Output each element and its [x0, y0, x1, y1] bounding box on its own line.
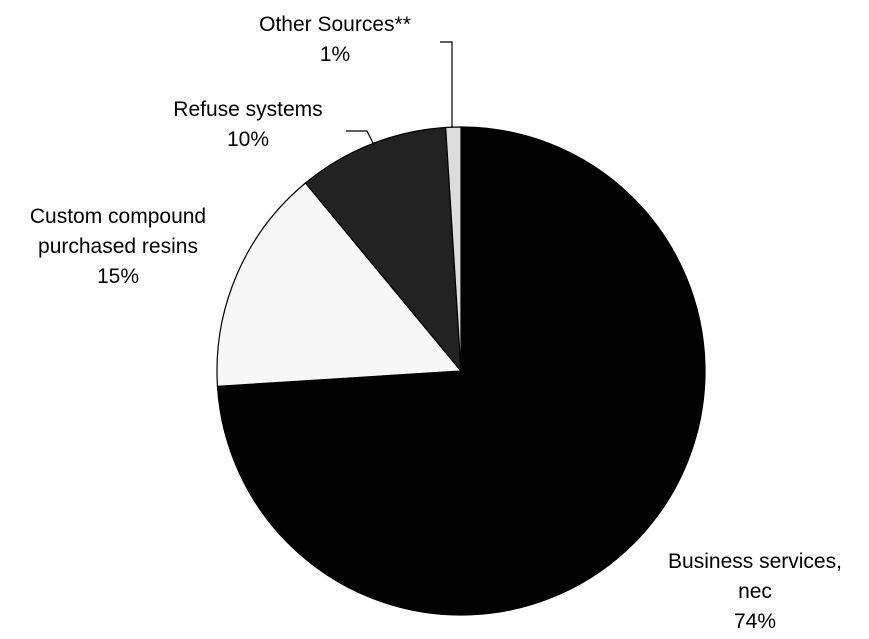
slice-label-0: Business services, nec 74% [668, 550, 842, 633]
leader-lines [346, 41, 453, 146]
slice-percent-label: 10% [227, 128, 269, 151]
pie-slices [216, 126, 706, 616]
slice-label-1: Custom compound purchased resins 15% [30, 205, 206, 288]
slice-name-line: nec [738, 580, 772, 603]
pie-slice-2 [304, 126, 462, 373]
slice-name-line: purchased resins [38, 235, 198, 258]
pie-slice-3 [445, 126, 462, 372]
slice-percent-label: 1% [320, 43, 350, 66]
leader-line-2 [346, 130, 375, 146]
leader-line-3 [440, 41, 453, 128]
slice-percent-label: 15% [97, 265, 139, 288]
slice-percent-label: 74% [734, 610, 776, 633]
slice-name-line: Other Sources** [259, 13, 411, 36]
slice-labels: Business services, nec 74% Custom compound p… [30, 13, 842, 633]
slice-label-3: Other Sources** 1% [259, 13, 411, 66]
slice-label-2: Refuse systems 10% [173, 98, 322, 151]
slice-name-line: Business services, [668, 550, 842, 573]
pie-slice-1 [216, 182, 463, 387]
slice-name-line: Refuse systems [173, 98, 322, 121]
slice-name-line: Custom compound [30, 205, 206, 228]
